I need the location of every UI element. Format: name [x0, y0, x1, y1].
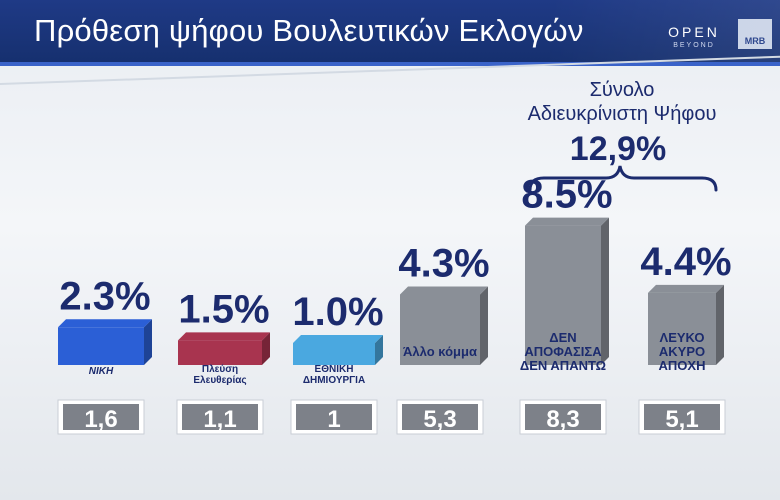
bar	[400, 294, 480, 365]
annotation-line-2: Αδιευκρίνιστη Ψήφου	[528, 103, 717, 125]
value-label: 4.3%	[398, 241, 489, 285]
value-label: 1.5%	[178, 287, 269, 331]
bar-side	[601, 217, 609, 365]
bar-group	[293, 335, 383, 365]
bar-group	[400, 286, 488, 365]
category-label: ΝΙΚΗ	[89, 366, 114, 377]
previous-value-label: 5,3	[423, 406, 456, 433]
page-title: Πρόθεση ψήφου Βουλευτικών Εκλογών	[34, 13, 584, 48]
category-label: Πλεύση	[202, 364, 238, 375]
bar-top	[178, 332, 270, 341]
bar-top	[648, 284, 724, 293]
bar-side	[480, 286, 488, 365]
bar	[178, 340, 262, 365]
category-label: ΔΕΝ ΑΠΑΝΤΩ	[520, 358, 606, 373]
previous-value-box	[182, 404, 258, 430]
bar-side	[716, 284, 724, 365]
category-label: ΔΕΝ	[549, 330, 576, 345]
bar-top	[58, 319, 152, 328]
bar	[58, 327, 144, 365]
previous-value-box	[63, 404, 139, 430]
previous-value-box	[525, 404, 601, 430]
category-label: ΛΕΥΚΟ	[660, 330, 705, 345]
previous-value-label: 8,3	[546, 406, 579, 433]
bar	[648, 292, 716, 365]
category-label: Άλλο κόμμα	[403, 344, 477, 359]
category-label: ΕΘΝΙΚΗ	[315, 364, 354, 375]
previous-value-label: 1	[327, 406, 340, 433]
value-label: 4.4%	[640, 240, 731, 284]
bar-top	[400, 286, 488, 295]
previous-value-label: 5,1	[665, 406, 698, 433]
annotation-total: 12,9%	[570, 130, 666, 168]
value-label: 2.3%	[59, 274, 150, 318]
category-label: ΑΠΟΦΑΣΙΣΑ	[524, 344, 602, 359]
bar-top	[525, 217, 609, 226]
previous-value-box	[296, 404, 372, 430]
category-label: ΑΚΥΡΟ	[659, 344, 705, 359]
bar-group	[178, 332, 270, 365]
bar-side	[375, 335, 383, 365]
bar-group	[525, 217, 609, 365]
category-label: ΔΗΜΙΟΥΡΓΙΑ	[303, 375, 365, 386]
header-bar: Πρόθεση ψήφου Βουλευτικών Εκλογών OPEN B…	[0, 0, 780, 66]
annotation-brace	[528, 165, 718, 192]
bar-group	[648, 284, 724, 365]
category-label: Ελευθερίας	[193, 375, 246, 386]
bar-side	[144, 319, 152, 365]
bar-side	[262, 332, 270, 365]
previous-value-label: 1,1	[203, 406, 236, 433]
previous-value-label: 1,6	[84, 406, 117, 433]
previous-value-box	[644, 404, 720, 430]
bar	[525, 225, 601, 365]
annotation-line-1: Σύνολο	[590, 79, 655, 101]
previous-value-box	[402, 404, 478, 430]
value-label: 1.0%	[292, 290, 383, 334]
bar-group	[58, 319, 152, 365]
bar-top	[293, 335, 383, 343]
category-label: ΑΠΟΧΗ	[659, 358, 706, 373]
bar	[293, 343, 375, 365]
